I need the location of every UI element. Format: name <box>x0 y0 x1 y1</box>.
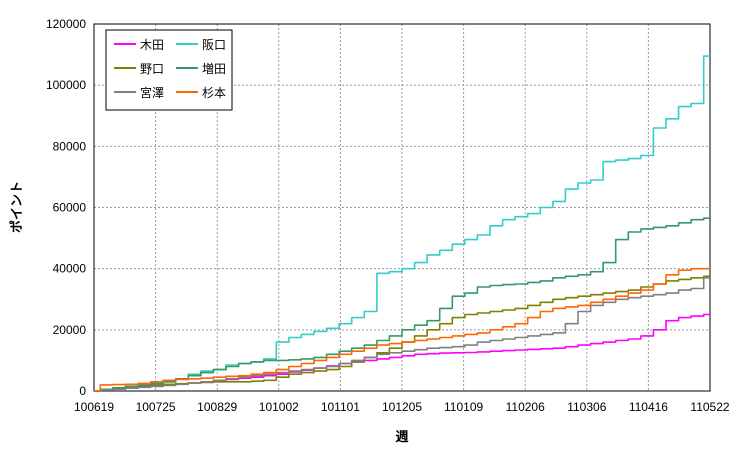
legend-label: 木田 <box>140 38 164 52</box>
x-tick-label: 101101 <box>321 400 360 414</box>
y-tick-label: 60000 <box>53 201 87 215</box>
y-tick-labels: 0 20000 40000 60000 80000 100000 120000 <box>46 17 86 398</box>
y-tick-label: 80000 <box>53 139 87 153</box>
legend-label: 宮澤 <box>140 85 164 100</box>
legend-label: 阪口 <box>202 38 226 52</box>
y-tick-label: 120000 <box>46 17 86 31</box>
x-tick-label: 110109 <box>444 400 483 414</box>
series-lines <box>94 55 710 392</box>
legend-label: 野口 <box>140 62 164 76</box>
x-tick-label: 110206 <box>506 400 545 414</box>
legend-label: 杉本 <box>202 86 226 100</box>
x-tick-label: 100619 <box>74 400 114 414</box>
series-line-宮澤 <box>94 277 710 392</box>
series-line-阪口 <box>94 55 710 392</box>
y-tick-label: 0 <box>79 384 86 398</box>
x-axis-title: 週 <box>395 430 408 445</box>
series-line-増田 <box>94 217 710 392</box>
x-tick-label: 100829 <box>197 400 237 414</box>
x-tick-label: 110306 <box>567 400 606 414</box>
y-tick-label: 40000 <box>53 262 87 276</box>
x-tick-labels: 100619 100725 100829 101002 101101 101205 1101… <box>74 400 730 414</box>
legend-label: 増田 <box>202 62 226 76</box>
series-line-杉本 <box>94 267 710 392</box>
x-tick-label: 100725 <box>136 400 176 414</box>
x-tick-label: 110522 <box>690 400 729 414</box>
y-axis-title: ポイント <box>9 181 25 233</box>
x-tick-label: 101002 <box>259 400 299 414</box>
x-tick-label: 101205 <box>382 400 422 414</box>
y-tick-label: 20000 <box>53 323 87 337</box>
x-tick-label: 110416 <box>629 400 668 414</box>
gridlines <box>94 24 710 391</box>
plot-frame <box>93 23 711 392</box>
y-tick-label: 100000 <box>46 78 86 92</box>
